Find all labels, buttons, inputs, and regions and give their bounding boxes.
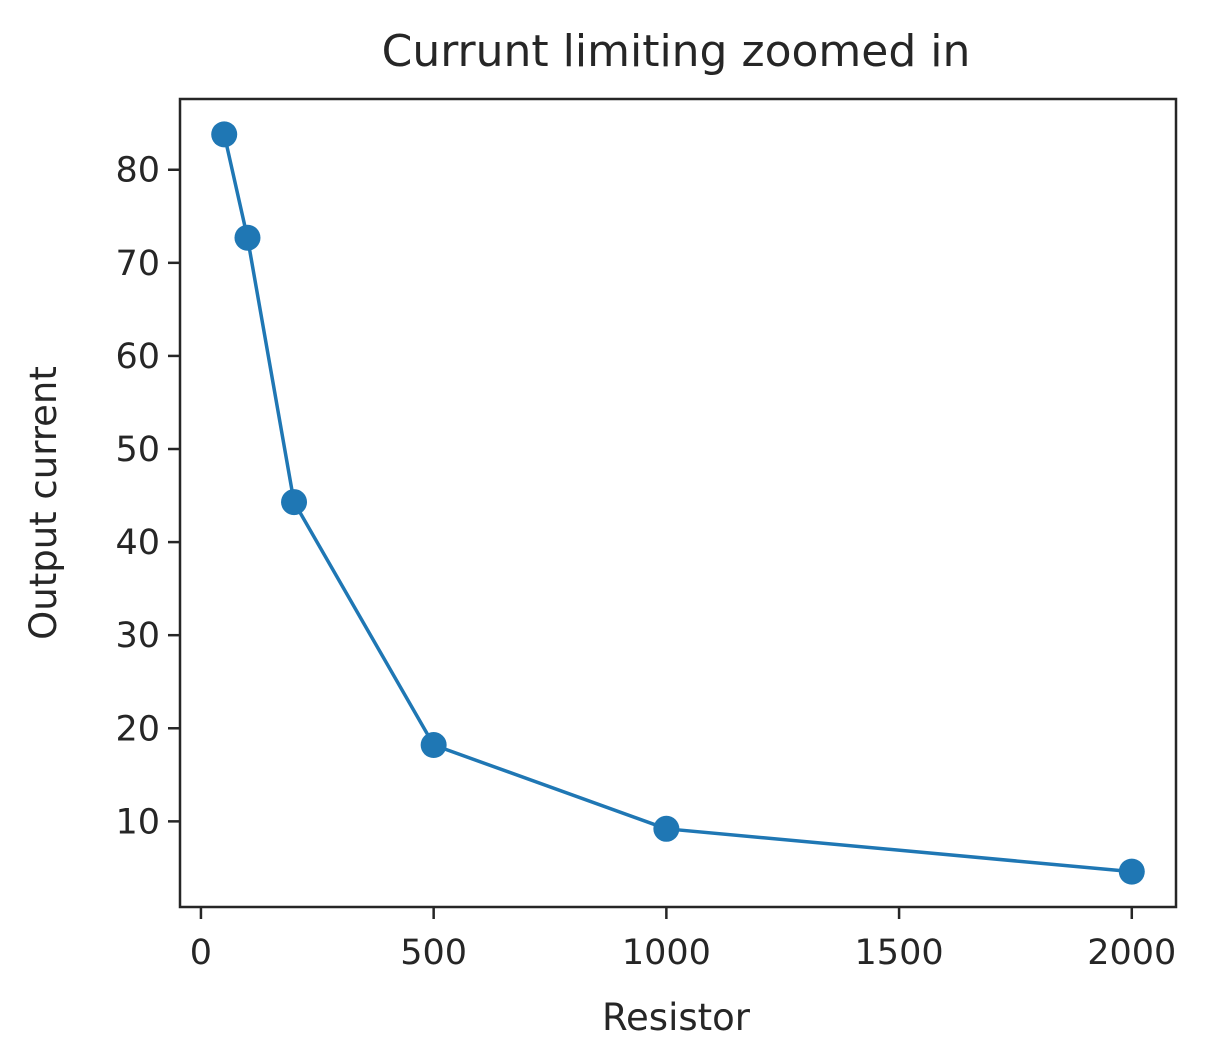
data-point: [1118, 858, 1145, 885]
x-tick-label: 500: [400, 933, 467, 973]
x-tick-label: 0: [190, 933, 212, 973]
x-tick-label: 1500: [855, 933, 944, 973]
x-axis-ticks: 0 500 1000 1500 2000: [190, 907, 1176, 973]
series-group: [211, 121, 1145, 885]
y-axis-label: Output current: [22, 366, 65, 640]
y-tick-label: 10: [115, 802, 160, 842]
y-tick-label: 40: [115, 523, 160, 563]
y-tick-label: 60: [115, 337, 160, 377]
data-point: [281, 489, 308, 516]
y-tick-label: 80: [115, 151, 160, 191]
y-axis-ticks: 10 20 30 40 50 60 70 80: [115, 151, 180, 842]
y-tick-label: 50: [115, 430, 160, 470]
x-tick-label: 2000: [1087, 933, 1176, 973]
x-tick-label: 1000: [622, 933, 711, 973]
series-line: [222, 133, 1132, 874]
chart-title: Currunt limiting zoomed in: [382, 26, 971, 77]
data-point: [653, 815, 680, 842]
data-point: [211, 121, 238, 148]
x-axis-label: Resistor: [602, 996, 751, 1039]
data-point: [420, 732, 447, 759]
y-tick-label: 30: [115, 616, 160, 656]
plot-area: [178, 97, 1178, 909]
y-tick-label: 70: [115, 244, 160, 284]
data-point: [234, 224, 261, 251]
y-tick-label: 20: [115, 709, 160, 749]
